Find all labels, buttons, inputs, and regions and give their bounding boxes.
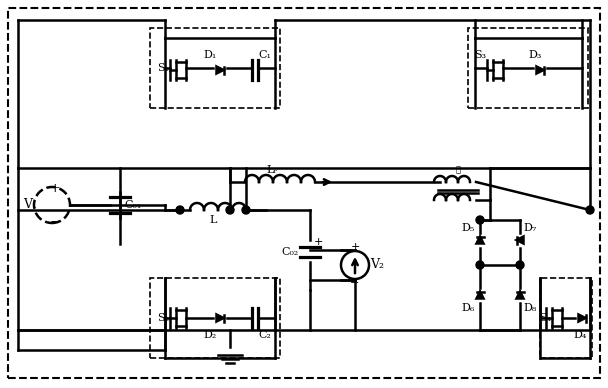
Polygon shape <box>517 237 523 244</box>
Text: C₀₁: C₀₁ <box>125 200 142 210</box>
Circle shape <box>176 206 184 214</box>
Polygon shape <box>477 291 483 298</box>
Polygon shape <box>578 315 586 322</box>
Circle shape <box>586 206 594 214</box>
Text: S₂: S₂ <box>157 313 169 323</box>
Polygon shape <box>216 315 224 322</box>
Text: S₄: S₄ <box>539 313 551 323</box>
Bar <box>540 278 592 358</box>
Polygon shape <box>216 66 224 73</box>
Circle shape <box>476 216 484 224</box>
Text: C₁: C₁ <box>258 50 271 60</box>
Text: D₃: D₃ <box>528 50 542 60</box>
Text: −: − <box>49 215 61 229</box>
Text: V₁: V₁ <box>23 199 37 211</box>
Text: V₂: V₂ <box>370 258 384 272</box>
Circle shape <box>226 206 234 214</box>
Text: Lᵣ: Lᵣ <box>267 165 278 175</box>
Text: L: L <box>209 215 216 225</box>
Text: +: + <box>350 242 360 252</box>
Circle shape <box>476 261 484 269</box>
Text: +: + <box>313 237 323 247</box>
Text: C₀₂: C₀₂ <box>282 247 299 257</box>
Polygon shape <box>536 66 544 73</box>
Text: D₇: D₇ <box>523 223 537 233</box>
Text: +: + <box>50 182 60 194</box>
Text: D₅: D₅ <box>461 223 475 233</box>
Text: S₁: S₁ <box>157 63 169 73</box>
Bar <box>150 28 280 108</box>
Polygon shape <box>477 237 483 244</box>
Text: D₄: D₄ <box>573 330 587 340</box>
Text: D₈: D₈ <box>523 303 537 313</box>
Text: −: − <box>350 278 360 288</box>
Text: S₃: S₃ <box>474 50 486 60</box>
Text: D₂: D₂ <box>203 330 216 340</box>
Text: ✦: ✦ <box>455 166 460 174</box>
Text: C₂: C₂ <box>258 330 271 340</box>
Bar <box>150 278 280 358</box>
Text: D₁: D₁ <box>203 50 216 60</box>
Circle shape <box>516 261 524 269</box>
Text: D₆: D₆ <box>461 303 475 313</box>
Circle shape <box>242 206 250 214</box>
Polygon shape <box>517 291 523 298</box>
Bar <box>468 28 588 108</box>
